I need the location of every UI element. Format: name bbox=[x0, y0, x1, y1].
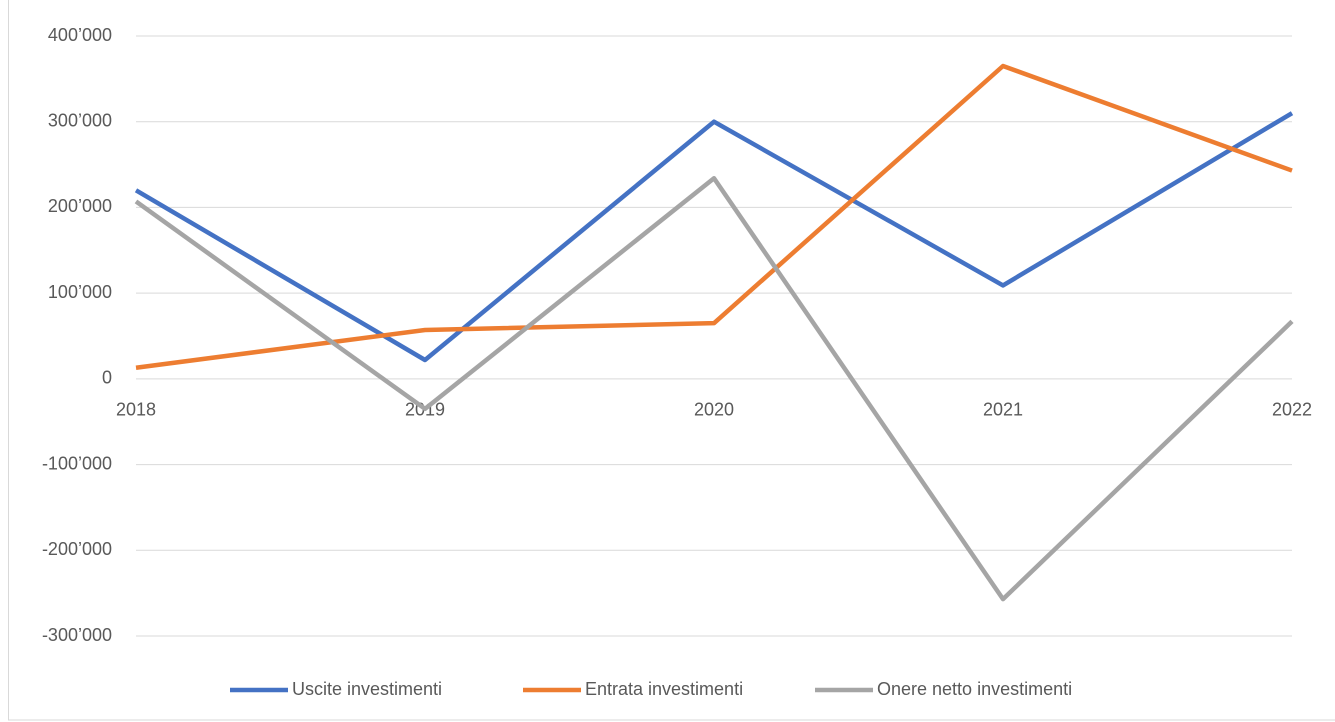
legend-label: Uscite investimenti bbox=[292, 679, 442, 699]
y-tick-label: -200’000 bbox=[42, 539, 112, 559]
y-tick-label: 400’000 bbox=[48, 25, 112, 45]
x-tick-label: 2018 bbox=[116, 400, 156, 420]
legend-label: Onere netto investimenti bbox=[877, 679, 1072, 699]
y-tick-label: 0 bbox=[102, 368, 112, 388]
y-tick-label: 100’000 bbox=[48, 282, 112, 302]
x-tick-label: 2020 bbox=[694, 400, 734, 420]
line-series bbox=[135, 63, 1293, 370]
line-series bbox=[134, 111, 1294, 363]
line-series bbox=[134, 176, 1294, 602]
x-tick-label: 2021 bbox=[983, 400, 1023, 420]
legend-label: Entrata investimenti bbox=[585, 679, 743, 699]
y-tick-label: -100’000 bbox=[42, 453, 112, 473]
y-tick-label: 200’000 bbox=[48, 196, 112, 216]
x-tick-label: 2022 bbox=[1272, 400, 1312, 420]
y-tick-label: -300’000 bbox=[42, 625, 112, 645]
chart-border bbox=[8, 0, 1335, 721]
y-tick-label: 300’000 bbox=[48, 110, 112, 130]
